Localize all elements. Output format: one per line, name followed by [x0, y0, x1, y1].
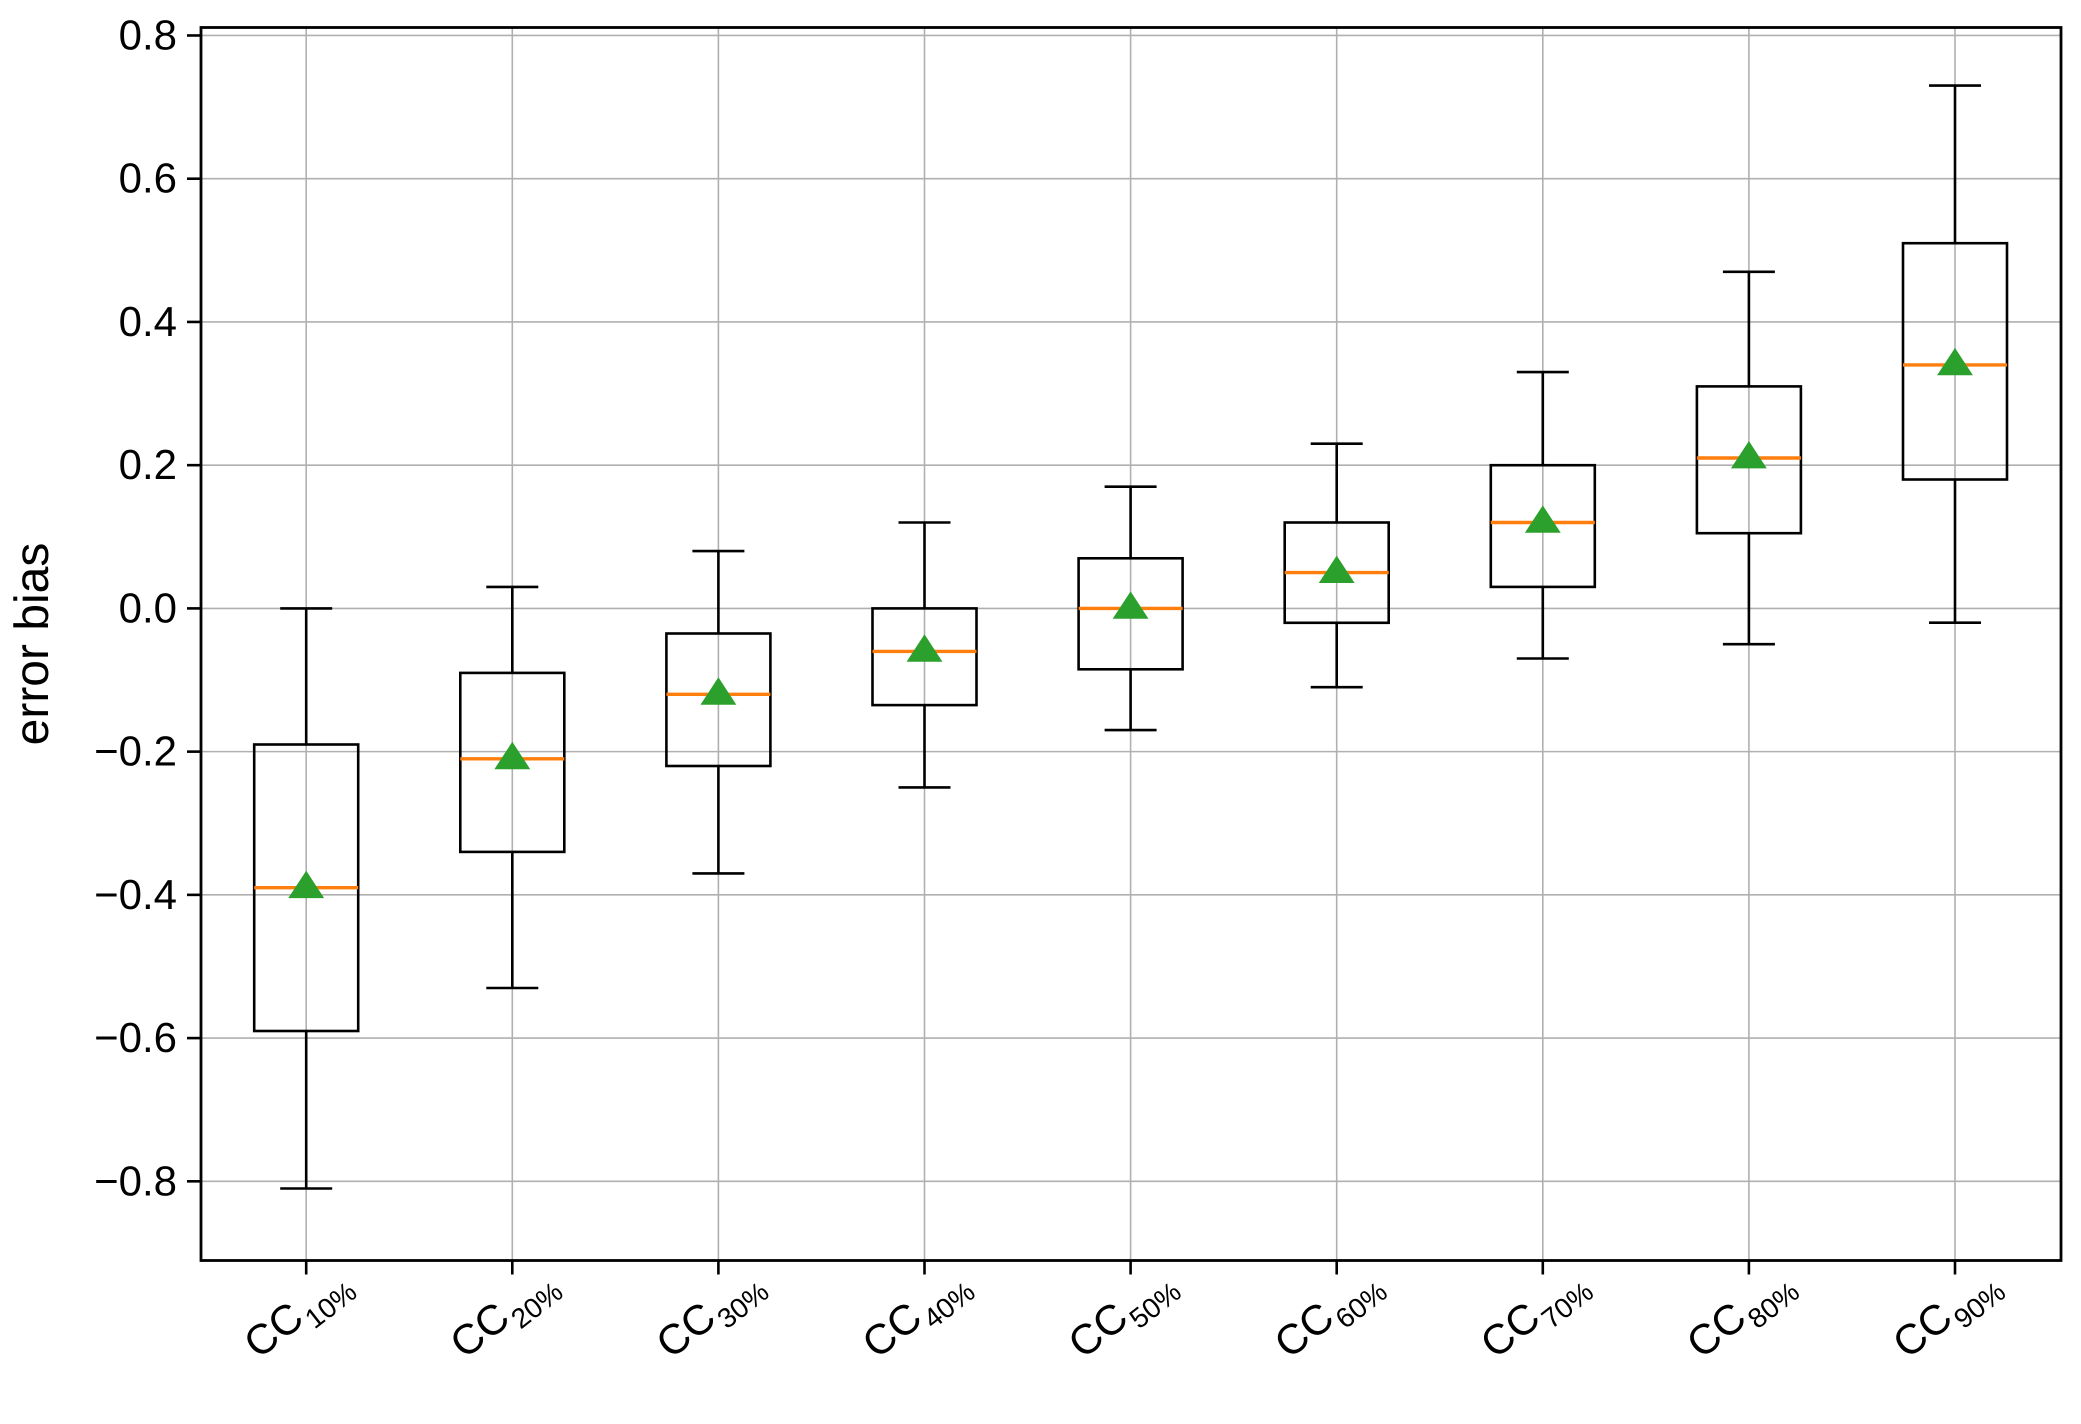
- svg-text:CC: CC: [1678, 1293, 1755, 1367]
- svg-text:CC: CC: [235, 1293, 312, 1367]
- svg-text:CC: CC: [1884, 1293, 1961, 1367]
- svg-text:0.8: 0.8: [119, 11, 177, 58]
- svg-text:−0.4: −0.4: [94, 871, 177, 918]
- svg-text:−0.6: −0.6: [94, 1014, 177, 1061]
- svg-text:−0.2: −0.2: [94, 728, 177, 775]
- svg-text:CC: CC: [441, 1293, 518, 1367]
- svg-text:error bias: error bias: [6, 543, 59, 746]
- svg-text:CC: CC: [1059, 1293, 1136, 1367]
- svg-text:CC: CC: [1472, 1293, 1549, 1367]
- svg-text:0.6: 0.6: [119, 155, 177, 202]
- svg-text:0.0: 0.0: [119, 584, 177, 631]
- svg-text:CC: CC: [853, 1293, 930, 1367]
- svg-text:CC: CC: [1265, 1293, 1342, 1367]
- svg-text:0.4: 0.4: [119, 298, 177, 345]
- svg-text:−0.8: −0.8: [94, 1157, 177, 1204]
- svg-text:CC: CC: [647, 1293, 724, 1367]
- svg-text:0.2: 0.2: [119, 441, 177, 488]
